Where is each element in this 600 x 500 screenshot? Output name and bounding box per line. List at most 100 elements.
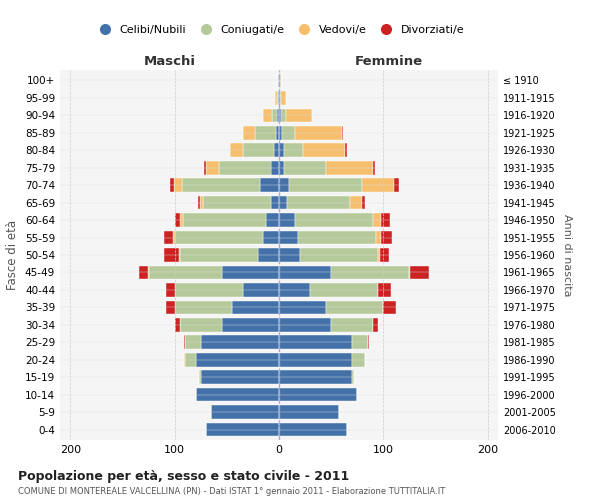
Bar <box>242 126 255 140</box>
Bar <box>279 353 352 366</box>
Bar <box>242 283 279 296</box>
Bar <box>279 422 347 436</box>
Bar <box>280 91 281 104</box>
Bar <box>352 353 365 366</box>
Bar <box>232 300 279 314</box>
Bar <box>197 196 200 209</box>
Bar <box>310 283 378 296</box>
Bar <box>376 230 381 244</box>
Bar <box>284 144 303 157</box>
Bar <box>201 370 279 384</box>
Bar <box>409 266 410 280</box>
Bar <box>242 144 274 157</box>
Bar <box>271 161 279 174</box>
Bar <box>276 126 279 140</box>
Bar <box>331 318 373 332</box>
Text: Popolazione per età, sesso e stato civile - 2011: Popolazione per età, sesso e stato civil… <box>18 470 349 483</box>
Legend: Celibi/Nubili, Coniugati/e, Vedovi/e, Divorziati/e: Celibi/Nubili, Coniugati/e, Vedovi/e, Di… <box>89 20 469 39</box>
Bar <box>352 370 354 384</box>
Bar <box>173 230 175 244</box>
Bar <box>279 108 281 122</box>
Bar <box>378 283 391 296</box>
Bar <box>300 248 378 262</box>
Bar <box>263 108 272 122</box>
Bar <box>279 370 352 384</box>
Bar <box>164 230 173 244</box>
Bar <box>166 283 175 296</box>
Bar <box>175 300 232 314</box>
Bar <box>279 91 280 104</box>
Bar <box>381 230 392 244</box>
Bar <box>383 300 396 314</box>
Bar <box>184 353 185 366</box>
Text: Femmine: Femmine <box>355 56 422 68</box>
Bar <box>279 230 298 244</box>
Bar <box>170 178 173 192</box>
Bar <box>282 126 295 140</box>
Bar <box>278 91 279 104</box>
Bar <box>203 196 271 209</box>
Bar <box>279 318 331 332</box>
Bar <box>362 178 394 192</box>
Bar <box>272 108 277 122</box>
Bar <box>279 161 284 174</box>
Bar <box>175 318 180 332</box>
Bar <box>280 74 281 88</box>
Bar <box>279 300 326 314</box>
Bar <box>331 266 409 280</box>
Bar <box>185 336 201 349</box>
Text: Maschi: Maschi <box>143 56 196 68</box>
Bar <box>180 248 258 262</box>
Bar <box>180 318 221 332</box>
Text: COMUNE DI MONTEREALE VALCELLINA (PN) - Dati ISTAT 1° gennaio 2011 - Elaborazione: COMUNE DI MONTEREALE VALCELLINA (PN) - D… <box>18 488 445 496</box>
Bar <box>263 230 279 244</box>
Bar <box>279 196 287 209</box>
Bar <box>173 178 182 192</box>
Bar <box>221 266 279 280</box>
Bar <box>180 214 183 227</box>
Bar <box>199 370 201 384</box>
Bar <box>362 196 365 209</box>
Bar <box>139 266 148 280</box>
Bar <box>341 126 343 140</box>
Bar <box>221 318 279 332</box>
Bar <box>211 406 279 419</box>
Bar <box>183 214 266 227</box>
Bar <box>204 161 206 174</box>
Bar <box>279 406 340 419</box>
Bar <box>277 91 278 104</box>
Bar <box>381 214 389 227</box>
Bar <box>298 230 376 244</box>
Bar <box>260 178 279 192</box>
Bar <box>206 422 279 436</box>
Y-axis label: Fasce di età: Fasce di età <box>7 220 19 290</box>
Bar <box>266 214 279 227</box>
Bar <box>350 196 362 209</box>
Bar <box>255 126 276 140</box>
Bar <box>373 318 378 332</box>
Y-axis label: Anni di nascita: Anni di nascita <box>562 214 572 296</box>
Bar <box>175 283 242 296</box>
Bar <box>289 178 362 192</box>
Bar <box>279 126 282 140</box>
Bar <box>175 214 180 227</box>
Bar <box>352 336 368 349</box>
Bar <box>275 91 277 104</box>
Bar <box>279 388 357 402</box>
Bar <box>295 214 373 227</box>
Bar <box>279 74 280 88</box>
Bar <box>200 196 203 209</box>
Bar <box>373 161 375 174</box>
Bar <box>279 266 331 280</box>
Bar <box>201 336 279 349</box>
Bar <box>218 161 271 174</box>
Bar <box>166 300 175 314</box>
Bar <box>378 248 380 262</box>
Bar <box>148 266 149 280</box>
Bar <box>258 248 279 262</box>
Bar <box>303 144 344 157</box>
Bar <box>271 196 279 209</box>
Bar <box>279 336 352 349</box>
Bar <box>287 196 350 209</box>
Bar <box>206 161 218 174</box>
